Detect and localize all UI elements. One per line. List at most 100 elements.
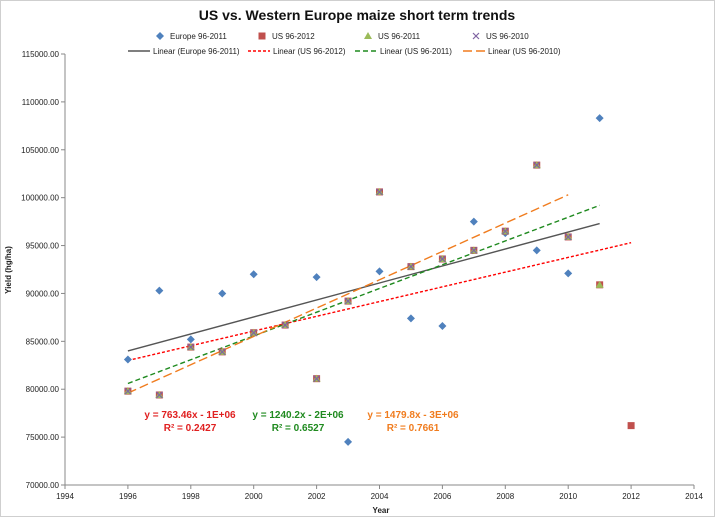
data-point	[532, 246, 541, 255]
data-point	[344, 437, 353, 446]
regression-annotation-line: y = 1479.8x - 3E+06	[367, 410, 459, 421]
x-tick-label: 2008	[496, 492, 514, 501]
regression-annotation-line: y = 1240.2x - 2E+06	[252, 410, 344, 421]
legend-marker	[258, 32, 266, 40]
y-tick-label: 115000.00	[22, 50, 60, 59]
data-points	[123, 114, 635, 446]
data-point	[375, 267, 384, 276]
data-point	[313, 375, 321, 383]
data-point	[155, 286, 164, 295]
legend-label: Linear (US 96-2011)	[380, 47, 452, 56]
x-marker-stroke	[470, 246, 478, 254]
y-axis-label: Yield (hg/ha)	[4, 246, 13, 294]
y-tick-label: 105000.00	[21, 146, 59, 155]
data-point	[250, 329, 258, 337]
data-point	[376, 188, 383, 196]
data-point	[281, 321, 289, 329]
trendlines	[127, 194, 632, 394]
x-tick-label: 2014	[685, 492, 703, 501]
data-point	[123, 355, 132, 364]
data-point	[186, 335, 195, 344]
x-tick-label: 2006	[434, 492, 452, 501]
regression-annotation-line: R² = 0.6527	[272, 423, 325, 434]
regression-annotation-line: R² = 0.7661	[387, 423, 440, 434]
legend-label: US 96-2010	[486, 32, 529, 41]
x-axis-label: Year	[373, 506, 390, 515]
data-point	[438, 255, 446, 263]
legend-marker	[364, 32, 372, 39]
data-point	[595, 280, 604, 288]
regression-annotation-line: y = 763.46x - 1E+06	[144, 410, 236, 421]
y-tick-label: 110000.00	[22, 98, 60, 107]
chart-title: US vs. Western Europe maize short term t…	[199, 7, 516, 23]
y-tick-label: 70000.00	[26, 481, 60, 490]
data-point	[407, 263, 415, 271]
x-marker-stroke	[313, 375, 321, 383]
legend-label: Linear (Europe 96-2011)	[153, 47, 240, 56]
trendline	[127, 204, 600, 385]
x-ticks: 1994 1996 1998 2000 2002 2004 2006 2008 2010 2012…	[56, 485, 703, 501]
x-marker-stroke	[124, 387, 132, 395]
regression-annotation-line: R² = 0.2427	[164, 423, 217, 434]
data-point	[438, 322, 447, 331]
data-point	[344, 297, 352, 305]
data-point	[312, 273, 321, 282]
data-point	[155, 391, 163, 399]
data-point	[469, 217, 478, 226]
data-point	[470, 246, 478, 254]
y-ticks: 70000.00 75000.00 80000.00 85000.00 90000.00…	[21, 50, 65, 490]
legend-label: US 96-2012	[272, 32, 315, 41]
x-tick-label: 1996	[119, 492, 137, 501]
x-tick-label: 1994	[56, 492, 74, 501]
data-point	[124, 387, 132, 395]
x-marker-stroke	[533, 161, 541, 169]
x-tick-label: 2012	[622, 492, 640, 501]
x-marker-stroke	[501, 227, 509, 235]
x-marker-stroke	[438, 255, 446, 263]
data-point	[564, 269, 573, 278]
data-point	[595, 114, 604, 123]
legend-label: Linear (US 96-2012)	[273, 47, 346, 56]
x-marker-stroke	[250, 329, 258, 337]
x-marker-stroke	[281, 321, 289, 329]
x-tick-label: 2000	[245, 492, 263, 501]
y-tick-label: 80000.00	[26, 385, 60, 394]
data-point	[187, 343, 195, 351]
trendline	[127, 242, 632, 362]
data-point	[533, 161, 541, 169]
series-europe-96-2011	[123, 114, 604, 446]
trendline	[127, 194, 569, 394]
trendline	[127, 222, 600, 352]
x-marker-stroke	[472, 32, 480, 40]
x-marker-stroke	[407, 263, 415, 271]
data-point	[501, 227, 509, 235]
y-tick-label: 100000.00	[21, 194, 59, 203]
x-marker-stroke	[218, 348, 226, 356]
legend-label: US 96-2011	[378, 32, 421, 41]
x-tick-label: 2002	[308, 492, 326, 501]
x-marker-stroke	[187, 343, 195, 351]
data-point	[249, 270, 258, 279]
legend-marker	[472, 32, 480, 40]
data-point	[218, 348, 226, 356]
x-tick-label: 1998	[182, 492, 200, 501]
legend: Europe 96-2011 US 96-2012 US 96-2011 US 96-…	[128, 32, 561, 56]
x-marker-stroke	[155, 391, 163, 399]
legend-label: Linear (US 96-2010)	[488, 47, 561, 56]
y-tick-label: 85000.00	[26, 337, 60, 346]
data-point	[406, 314, 415, 323]
regression-annotations: y = 763.46x - 1E+06 R² = 0.2427 y = 1240.2…	[144, 410, 459, 434]
x-marker-stroke	[344, 297, 352, 305]
y-tick-label: 90000.00	[26, 289, 60, 298]
data-point	[218, 289, 227, 298]
series-us-96-2010	[124, 161, 572, 399]
x-tick-label: 2010	[559, 492, 577, 501]
x-tick-label: 2004	[371, 492, 389, 501]
y-tick-label: 95000.00	[26, 242, 60, 251]
data-point	[627, 422, 635, 430]
x-marker-stroke	[376, 188, 383, 196]
legend-marker	[156, 32, 164, 40]
